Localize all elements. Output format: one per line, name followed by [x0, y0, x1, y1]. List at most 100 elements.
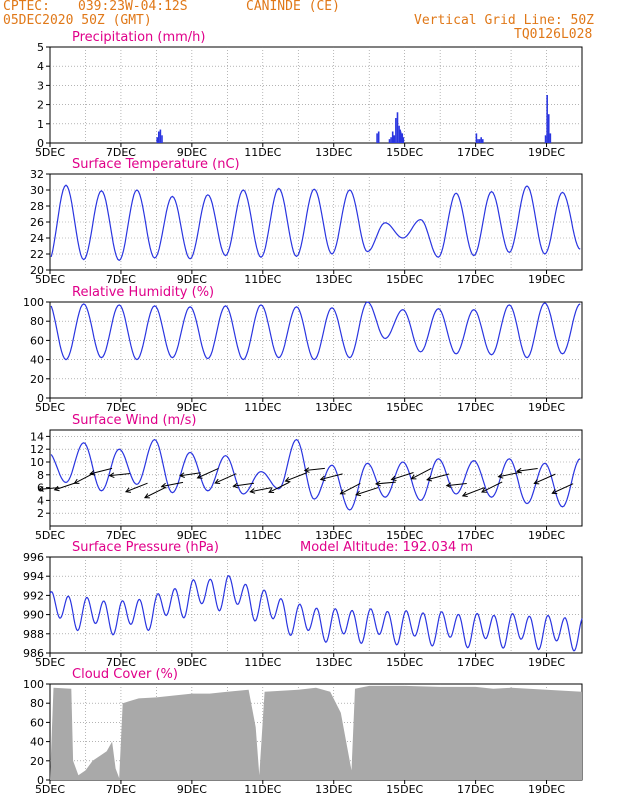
precipitation-ytick-label: 0 — [37, 137, 44, 150]
temperature-xtick-label: 9DEC — [177, 273, 207, 286]
precipitation-xtick-label: 5DEC — [35, 146, 65, 159]
pressure-xtick-label: 11DEC — [244, 656, 281, 669]
model-altitude: Model Altitude: 192.034 m — [300, 540, 473, 555]
wind-title: Surface Wind (m/s) — [72, 413, 196, 428]
wind-arrow — [446, 483, 467, 487]
cloud-ytick-label: 40 — [30, 736, 44, 749]
pressure-ytick-label: 994 — [23, 570, 44, 583]
temperature-xtick-label: 11DEC — [244, 273, 281, 286]
wind-xtick-label: 5DEC — [35, 529, 65, 542]
precip-bar — [544, 135, 547, 143]
wind-arrow — [74, 472, 95, 484]
wind-xtick-label: 11DEC — [244, 529, 281, 542]
precipitation-ytick-label: 2 — [37, 99, 44, 112]
precip-bar — [393, 135, 396, 143]
precipitation-xtick-label: 17DEC — [457, 146, 494, 159]
precip-bar — [475, 133, 478, 143]
wind-arrow-head — [179, 472, 185, 478]
precipitation-xtick-label: 19DEC — [528, 146, 565, 159]
cloud-xtick-label: 11DEC — [244, 783, 281, 796]
wind-arrow — [340, 482, 361, 495]
temperature-ytick-label: 20 — [30, 264, 44, 277]
precip-bar — [398, 125, 400, 143]
cloud-area — [50, 685, 582, 780]
wind-arrow — [54, 482, 77, 491]
wind-frame — [49, 429, 583, 527]
precipitation-title: Precipitation (mm/h) — [72, 30, 205, 45]
header-grid-note: Vertical Grid Line: 50Z — [414, 13, 595, 28]
precipitation-xtick-label: 15DEC — [386, 146, 423, 159]
wind-arrow — [233, 482, 255, 487]
precip-bar — [402, 137, 405, 143]
wind-arrow — [214, 473, 237, 484]
cloud-title: Cloud Cover (%) — [72, 667, 178, 682]
wind-arrow — [125, 482, 148, 493]
wind-arrow-head — [214, 478, 221, 484]
pressure-xtick-label: 5DEC — [35, 656, 65, 669]
pressure-xtick-label: 19DEC — [528, 656, 565, 669]
wind-arrow-head — [390, 475, 397, 481]
header-source: CPTEC: — [3, 0, 50, 14]
temperature-xtick-label: 15DEC — [386, 273, 423, 286]
wind-arrow-head — [339, 489, 346, 495]
wind-line — [50, 438, 581, 511]
precip-bar — [156, 137, 158, 143]
wind-arrow — [144, 487, 166, 499]
wind-arrow — [320, 473, 343, 480]
humidity-ytick-label: 40 — [30, 354, 44, 367]
wind-arrow-head — [53, 485, 60, 492]
precip-bar — [391, 131, 394, 143]
precip-bar — [376, 133, 378, 143]
precip-bar — [547, 114, 550, 143]
wind-ytick-label: 8 — [37, 469, 44, 482]
temperature-xtick-label: 5DEC — [35, 273, 65, 286]
precipitation-xtick-label: 7DEC — [106, 146, 136, 159]
wind-arrow — [39, 487, 59, 490]
wind-arrow — [375, 481, 396, 485]
wind-arrow — [268, 481, 290, 493]
precip-bar — [399, 129, 401, 143]
wind-arrow — [534, 473, 556, 484]
pressure-frame — [49, 556, 583, 654]
pressure-xtick-label: 9DEC — [177, 656, 207, 669]
wind-xtick-label: 19DEC — [528, 529, 565, 542]
pressure-title: Surface Pressure (hPa) — [72, 540, 219, 555]
humidity-xtick-label: 19DEC — [528, 401, 565, 414]
wind-arrow-head — [461, 491, 468, 498]
pressure-ytick-label: 996 — [23, 551, 44, 564]
cloud-ytick-label: 0 — [37, 774, 44, 787]
precipitation-ytick-label: 3 — [37, 79, 44, 92]
wind-xtick-label: 15DEC — [386, 529, 423, 542]
pressure-xtick-label: 7DEC — [106, 656, 136, 669]
wind-arrow — [197, 467, 219, 479]
humidity-ytick-label: 0 — [37, 392, 44, 405]
temperature-ytick-label: 30 — [30, 184, 44, 197]
wind-arrow — [90, 467, 113, 475]
wind-arrow-head — [355, 490, 362, 497]
wind-arrow — [179, 472, 201, 477]
pressure-ytick-label: 992 — [23, 589, 44, 602]
cloud-xtick-label: 15DEC — [386, 783, 423, 796]
wind-arrow-head — [533, 479, 540, 485]
temperature-xtick-label: 13DEC — [315, 273, 352, 286]
wind-arrow — [426, 473, 450, 481]
header-station: CANINDE (CE) — [246, 0, 340, 14]
wind-arrow-head — [232, 482, 239, 489]
pressure-ytick-label: 988 — [23, 628, 44, 641]
wind-arrow — [355, 487, 379, 496]
cloud-ytick-label: 20 — [30, 755, 44, 768]
pressure-line — [49, 575, 583, 652]
wind-arrow-head — [143, 493, 150, 499]
pressure-xtick-label: 15DEC — [386, 656, 423, 669]
precipitation-frame — [49, 46, 583, 144]
precip-bar — [477, 139, 479, 143]
pressure-xtick-label: 17DEC — [457, 656, 494, 669]
wind-arrow — [552, 483, 574, 494]
wind-arrow-head — [410, 474, 417, 480]
cloud-xtick-label: 17DEC — [457, 783, 494, 796]
precip-bar — [478, 139, 481, 143]
temperature-ytick-label: 28 — [30, 200, 44, 213]
wind-arrow-head — [38, 486, 44, 492]
wind-arrow-head — [108, 472, 115, 479]
header-date: 05DEC2020 50Z (GMT) — [3, 13, 152, 28]
